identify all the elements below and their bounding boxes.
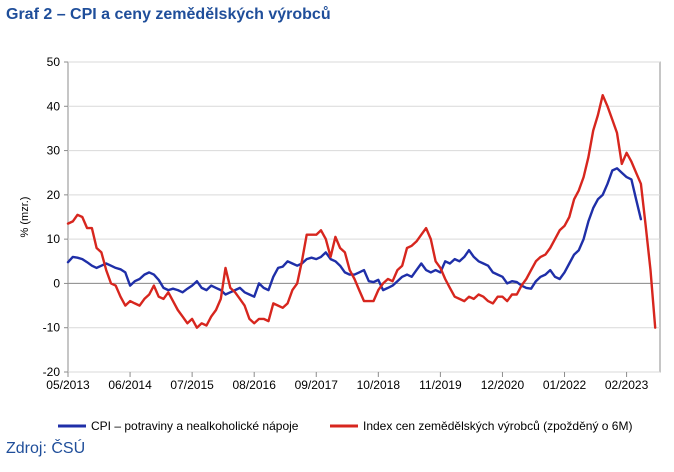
y-tick-label: 20 (47, 188, 61, 202)
source-note: Zdroj: ČSÚ (6, 440, 86, 457)
x-tick-label: 01/2022 (543, 378, 587, 392)
x-tick-label: 02/2023 (605, 378, 649, 392)
plot-area (67, 61, 661, 373)
y-axis-ticks: -20 -10 0 10 20 30 40 50 (43, 55, 68, 379)
x-tick-label: 12/2020 (481, 378, 525, 392)
series-line-cpi (66, 167, 643, 298)
x-tick-label: 07/2015 (170, 378, 214, 392)
series-lines (66, 93, 657, 329)
x-tick-label: 08/2016 (232, 378, 276, 392)
y-tick-label: -20 (43, 365, 61, 379)
x-tick-label: 10/2018 (357, 378, 401, 392)
y-tick-label: 30 (47, 144, 61, 158)
y-tick-label: 40 (47, 99, 61, 113)
y-axis-label: % (mzr.) (19, 197, 31, 238)
x-tick-label: 09/2017 (295, 378, 339, 392)
y-tick-label: 10 (47, 232, 61, 246)
x-tick-label: 06/2014 (108, 378, 152, 392)
y-tick-label: 0 (53, 276, 60, 290)
legend: CPI – potraviny a nealkoholické nápoje I… (58, 419, 632, 433)
y-tick-label: -10 (43, 321, 61, 335)
x-tick-label: 11/2019 (419, 378, 462, 392)
chart-title: Graf 2 – CPI a ceny zemědělských výrobců (6, 6, 331, 23)
x-tick-label: 05/2013 (46, 378, 90, 392)
x-axis-ticks: 05/2013 06/2014 07/2015 08/2016 09/2017 10/20… (46, 372, 649, 392)
legend-label-cpi: CPI – potraviny a nealkoholické nápoje (91, 419, 299, 433)
legend-label-agri: Index cen zemědělských výrobců (zpožděný… (363, 419, 632, 433)
y-tick-label: 50 (47, 55, 61, 69)
series-line-agri-prices (66, 93, 657, 329)
